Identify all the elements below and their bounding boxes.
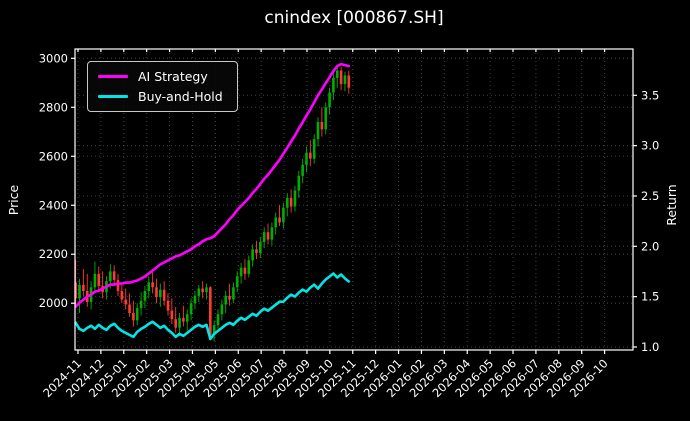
candle-body — [166, 300, 170, 311]
price-tick-label: 3000 — [39, 51, 68, 65]
candle-body — [120, 290, 124, 300]
candle-body — [247, 260, 251, 274]
candle-body — [343, 75, 347, 85]
candle-body — [305, 152, 308, 165]
candle-body — [262, 232, 266, 242]
candle-body — [170, 310, 174, 320]
candle-body — [255, 249, 258, 254]
candle-body — [159, 289, 162, 298]
candle-body — [347, 75, 351, 88]
candle-body — [324, 107, 328, 130]
candle-body — [197, 288, 201, 296]
candle-body — [93, 273, 97, 288]
legend-item-buy-and-hold: Buy-and-Hold — [98, 89, 223, 104]
candle-body — [270, 227, 274, 240]
candle-body — [112, 271, 116, 280]
return-tick-label: 3.0 — [641, 139, 659, 153]
candle-body — [135, 308, 139, 321]
candle-body — [74, 282, 77, 299]
legend-label: AI Strategy — [138, 69, 208, 84]
candle-body — [282, 207, 285, 223]
candle-body — [151, 282, 154, 288]
buy-and-hold-line — [74, 272, 351, 341]
return-tick-label: 2.0 — [641, 239, 659, 253]
candle-body — [147, 282, 151, 291]
candle-body — [274, 217, 278, 228]
price-tick-label: 2000 — [39, 296, 68, 310]
chart-title: cnindex [000867.SH] — [264, 8, 444, 28]
candle-body — [312, 139, 316, 159]
return-tick-label: 2.5 — [641, 189, 659, 203]
candle-body — [155, 287, 158, 298]
candle-body — [182, 317, 185, 322]
candle-body — [82, 284, 85, 291]
price-tick-label: 2600 — [39, 149, 68, 163]
candle-body — [239, 267, 243, 277]
candle-body — [309, 152, 312, 159]
candle-body — [185, 314, 189, 322]
candle-body — [205, 287, 208, 293]
candle-body — [266, 232, 270, 240]
candle-body — [259, 241, 262, 254]
candle-body — [320, 121, 324, 130]
price-tick-label: 2200 — [39, 247, 68, 261]
candle-body — [278, 217, 281, 223]
candle-body — [289, 197, 293, 207]
candle-body — [178, 317, 181, 328]
candle-body — [128, 304, 131, 314]
candle-body — [132, 313, 135, 321]
candle-body — [232, 287, 235, 300]
candle-body — [212, 325, 216, 336]
candle-body — [328, 92, 331, 108]
candle-body — [332, 77, 335, 93]
candle-body — [251, 249, 254, 261]
legend-item-ai-strategy: AI Strategy — [98, 69, 223, 84]
candle-body — [293, 190, 297, 207]
candle-body — [109, 271, 112, 282]
return-tick-label: 3.5 — [641, 88, 659, 102]
buy-and-hold-line-swatch — [98, 95, 128, 98]
candle-body — [116, 279, 120, 291]
candle-body — [216, 314, 220, 326]
candle-body — [78, 284, 81, 299]
candle-body — [220, 304, 224, 315]
candle-body — [243, 267, 247, 274]
candle-body — [209, 287, 212, 336]
price-tick-label: 2400 — [39, 198, 68, 212]
candle-body — [174, 319, 178, 328]
ai-strategy-line-swatch — [98, 75, 128, 78]
price-tick-label: 2800 — [39, 100, 68, 114]
candle-body — [189, 303, 193, 315]
plot-border — [74, 48, 634, 351]
ai-strategy-line — [74, 62, 351, 309]
candle-body — [228, 295, 231, 300]
candle-body — [201, 288, 204, 293]
candle-body — [224, 295, 228, 305]
candle-body — [297, 175, 301, 191]
candle-body — [316, 121, 320, 140]
candle-body — [235, 276, 239, 288]
candle-body — [139, 300, 143, 309]
candle-body — [285, 197, 289, 208]
candle-body — [339, 70, 343, 85]
candle-body — [97, 273, 101, 287]
candle-body — [143, 290, 147, 301]
candle-body — [124, 299, 127, 305]
candle-body — [193, 295, 197, 304]
return-tick-label: 1.5 — [641, 290, 659, 304]
candle-body — [301, 164, 304, 176]
return-tick-label: 1.0 — [641, 340, 659, 354]
legend-label: Buy-and-Hold — [138, 89, 223, 104]
candle-body — [162, 289, 166, 301]
legend: AI Strategy Buy-and-Hold — [87, 61, 238, 112]
candle-body — [335, 70, 339, 78]
